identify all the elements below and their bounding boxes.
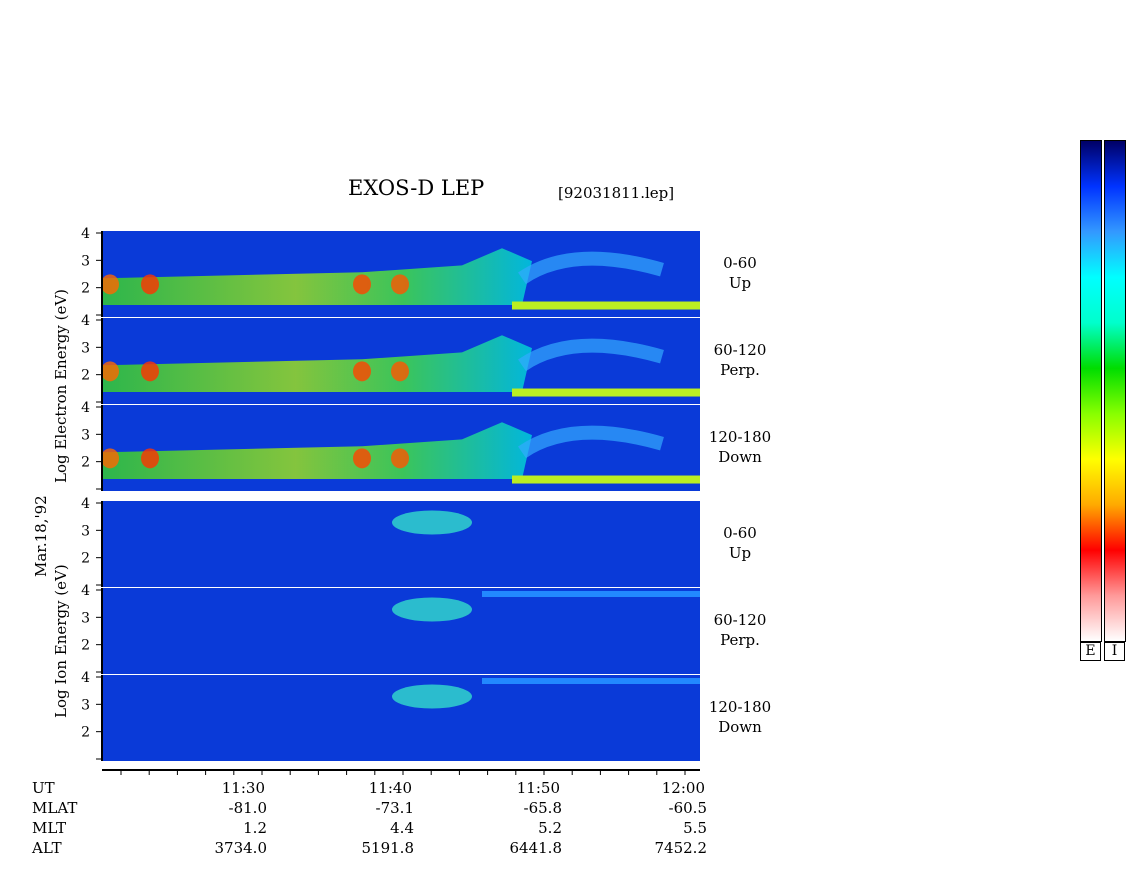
ion-feature bbox=[392, 597, 472, 622]
hot-spot-2 bbox=[141, 361, 159, 382]
y-tick-label: 4 bbox=[81, 313, 90, 329]
ephemeris-value: 5191.8 bbox=[361, 839, 415, 857]
direction: Up bbox=[728, 274, 752, 292]
panel-label: 60-120 Perp. bbox=[695, 340, 785, 380]
low-energy-band bbox=[512, 301, 700, 310]
file-name: [92031811.lep] bbox=[558, 184, 675, 202]
pitch-range: 120-180 bbox=[708, 698, 772, 716]
y-tick-label: 4 bbox=[81, 496, 90, 512]
y-tick-label: 3 bbox=[81, 697, 90, 713]
pitch-range: 0-60 bbox=[723, 254, 757, 272]
direction: Down bbox=[718, 718, 762, 736]
ephemeris-value: 5.5 bbox=[683, 819, 707, 837]
y-tick-label: 3 bbox=[81, 427, 90, 443]
panel-3 bbox=[101, 405, 700, 491]
ephemeris-value: 11:30 bbox=[221, 779, 265, 797]
electron-colorbar bbox=[1080, 140, 1102, 642]
panel-label: 120-180 Down bbox=[695, 697, 785, 737]
y-tick-label: 2 bbox=[81, 638, 90, 654]
y-tick-label: 3 bbox=[81, 523, 90, 539]
panel-5 bbox=[102, 588, 700, 674]
ephemeris-value: -81.0 bbox=[228, 799, 267, 817]
panel-4 bbox=[102, 501, 700, 587]
hot-spot-4 bbox=[391, 274, 409, 295]
hot-spot-2 bbox=[141, 274, 159, 295]
y-tick-label: 3 bbox=[81, 340, 90, 356]
hot-spot-1 bbox=[101, 448, 119, 469]
ion-colorbar bbox=[1104, 140, 1126, 642]
ion-feature bbox=[392, 510, 472, 535]
panel-1 bbox=[101, 231, 700, 317]
pitch-range: 120-180 bbox=[708, 428, 772, 446]
y-tick-label: 4 bbox=[81, 400, 90, 416]
ephemeris-value: 12:00 bbox=[661, 779, 705, 797]
hot-spot-4 bbox=[391, 361, 409, 382]
low-energy-band bbox=[512, 475, 700, 484]
panel-label: 0-60 Up bbox=[695, 253, 785, 293]
panel-label: 60-120 Perp. bbox=[695, 610, 785, 650]
y-tick-label: 3 bbox=[81, 610, 90, 626]
panel-background bbox=[102, 588, 700, 674]
direction: Perp. bbox=[720, 361, 760, 379]
pitch-range: 60-120 bbox=[713, 611, 767, 629]
y-tick-label: 4 bbox=[81, 670, 90, 686]
ephemeris-value: 1.2 bbox=[243, 819, 267, 837]
ephemeris-value: 7452.2 bbox=[654, 839, 708, 857]
panel-background bbox=[102, 501, 700, 587]
ephemeris-value: 4.4 bbox=[390, 819, 414, 837]
ephemeris-label: ALT bbox=[32, 839, 62, 857]
ion-feature bbox=[392, 684, 472, 709]
y-tick-label: 3 bbox=[81, 253, 90, 269]
panel-label: 120-180 Down bbox=[695, 427, 785, 467]
electron-band bbox=[102, 335, 532, 392]
hot-spot-3 bbox=[353, 448, 371, 469]
ephemeris-value: -73.1 bbox=[375, 799, 414, 817]
hot-spot-1 bbox=[101, 274, 119, 295]
ion-band bbox=[482, 591, 700, 597]
ephemeris-value: 11:50 bbox=[516, 779, 560, 797]
y-tick-label: 2 bbox=[81, 368, 90, 384]
direction: Down bbox=[718, 448, 762, 466]
y-tick-label: 2 bbox=[81, 725, 90, 741]
ephemeris-label: MLT bbox=[32, 819, 67, 837]
arc-feature bbox=[518, 425, 664, 459]
ion-band bbox=[482, 678, 700, 684]
y-tick-label: 2 bbox=[81, 281, 90, 297]
y-tick-label: 2 bbox=[81, 551, 90, 567]
panel-2 bbox=[101, 318, 700, 404]
hot-spot-1 bbox=[101, 361, 119, 382]
electron-band bbox=[102, 248, 532, 305]
ephemeris-value: 3734.0 bbox=[214, 839, 268, 857]
y-tick-label: 2 bbox=[81, 455, 90, 471]
hot-spot-3 bbox=[353, 274, 371, 295]
ion-colorbar-label: I bbox=[1104, 642, 1125, 661]
ephemeris-value: 11:40 bbox=[368, 779, 412, 797]
low-energy-band bbox=[512, 388, 700, 397]
plot-title: EXOS-D LEP bbox=[348, 176, 485, 200]
y-tick-label: 4 bbox=[81, 226, 90, 242]
ephemeris-value: -60.5 bbox=[668, 799, 707, 817]
ephemeris-label: UT bbox=[32, 779, 55, 797]
ephemeris-value: -65.8 bbox=[523, 799, 562, 817]
pitch-range: 0-60 bbox=[723, 524, 757, 542]
panel-background bbox=[102, 675, 700, 761]
electron-band bbox=[102, 422, 532, 479]
hot-spot-4 bbox=[391, 448, 409, 469]
arc-feature bbox=[518, 251, 664, 285]
pitch-range: 60-120 bbox=[713, 341, 767, 359]
ephemeris-label: MLAT bbox=[32, 799, 78, 817]
panel-6 bbox=[102, 675, 700, 761]
electron-colorbar-label: E bbox=[1080, 642, 1101, 661]
direction: Perp. bbox=[720, 631, 760, 649]
arc-feature bbox=[518, 338, 664, 372]
ephemeris-value: 5.2 bbox=[538, 819, 562, 837]
panel-label: 0-60 Up bbox=[695, 523, 785, 563]
ephemeris-value: 6441.8 bbox=[509, 839, 563, 857]
hot-spot-2 bbox=[141, 448, 159, 469]
y-tick-label: 4 bbox=[81, 583, 90, 599]
hot-spot-3 bbox=[353, 361, 371, 382]
direction: Up bbox=[728, 544, 752, 562]
